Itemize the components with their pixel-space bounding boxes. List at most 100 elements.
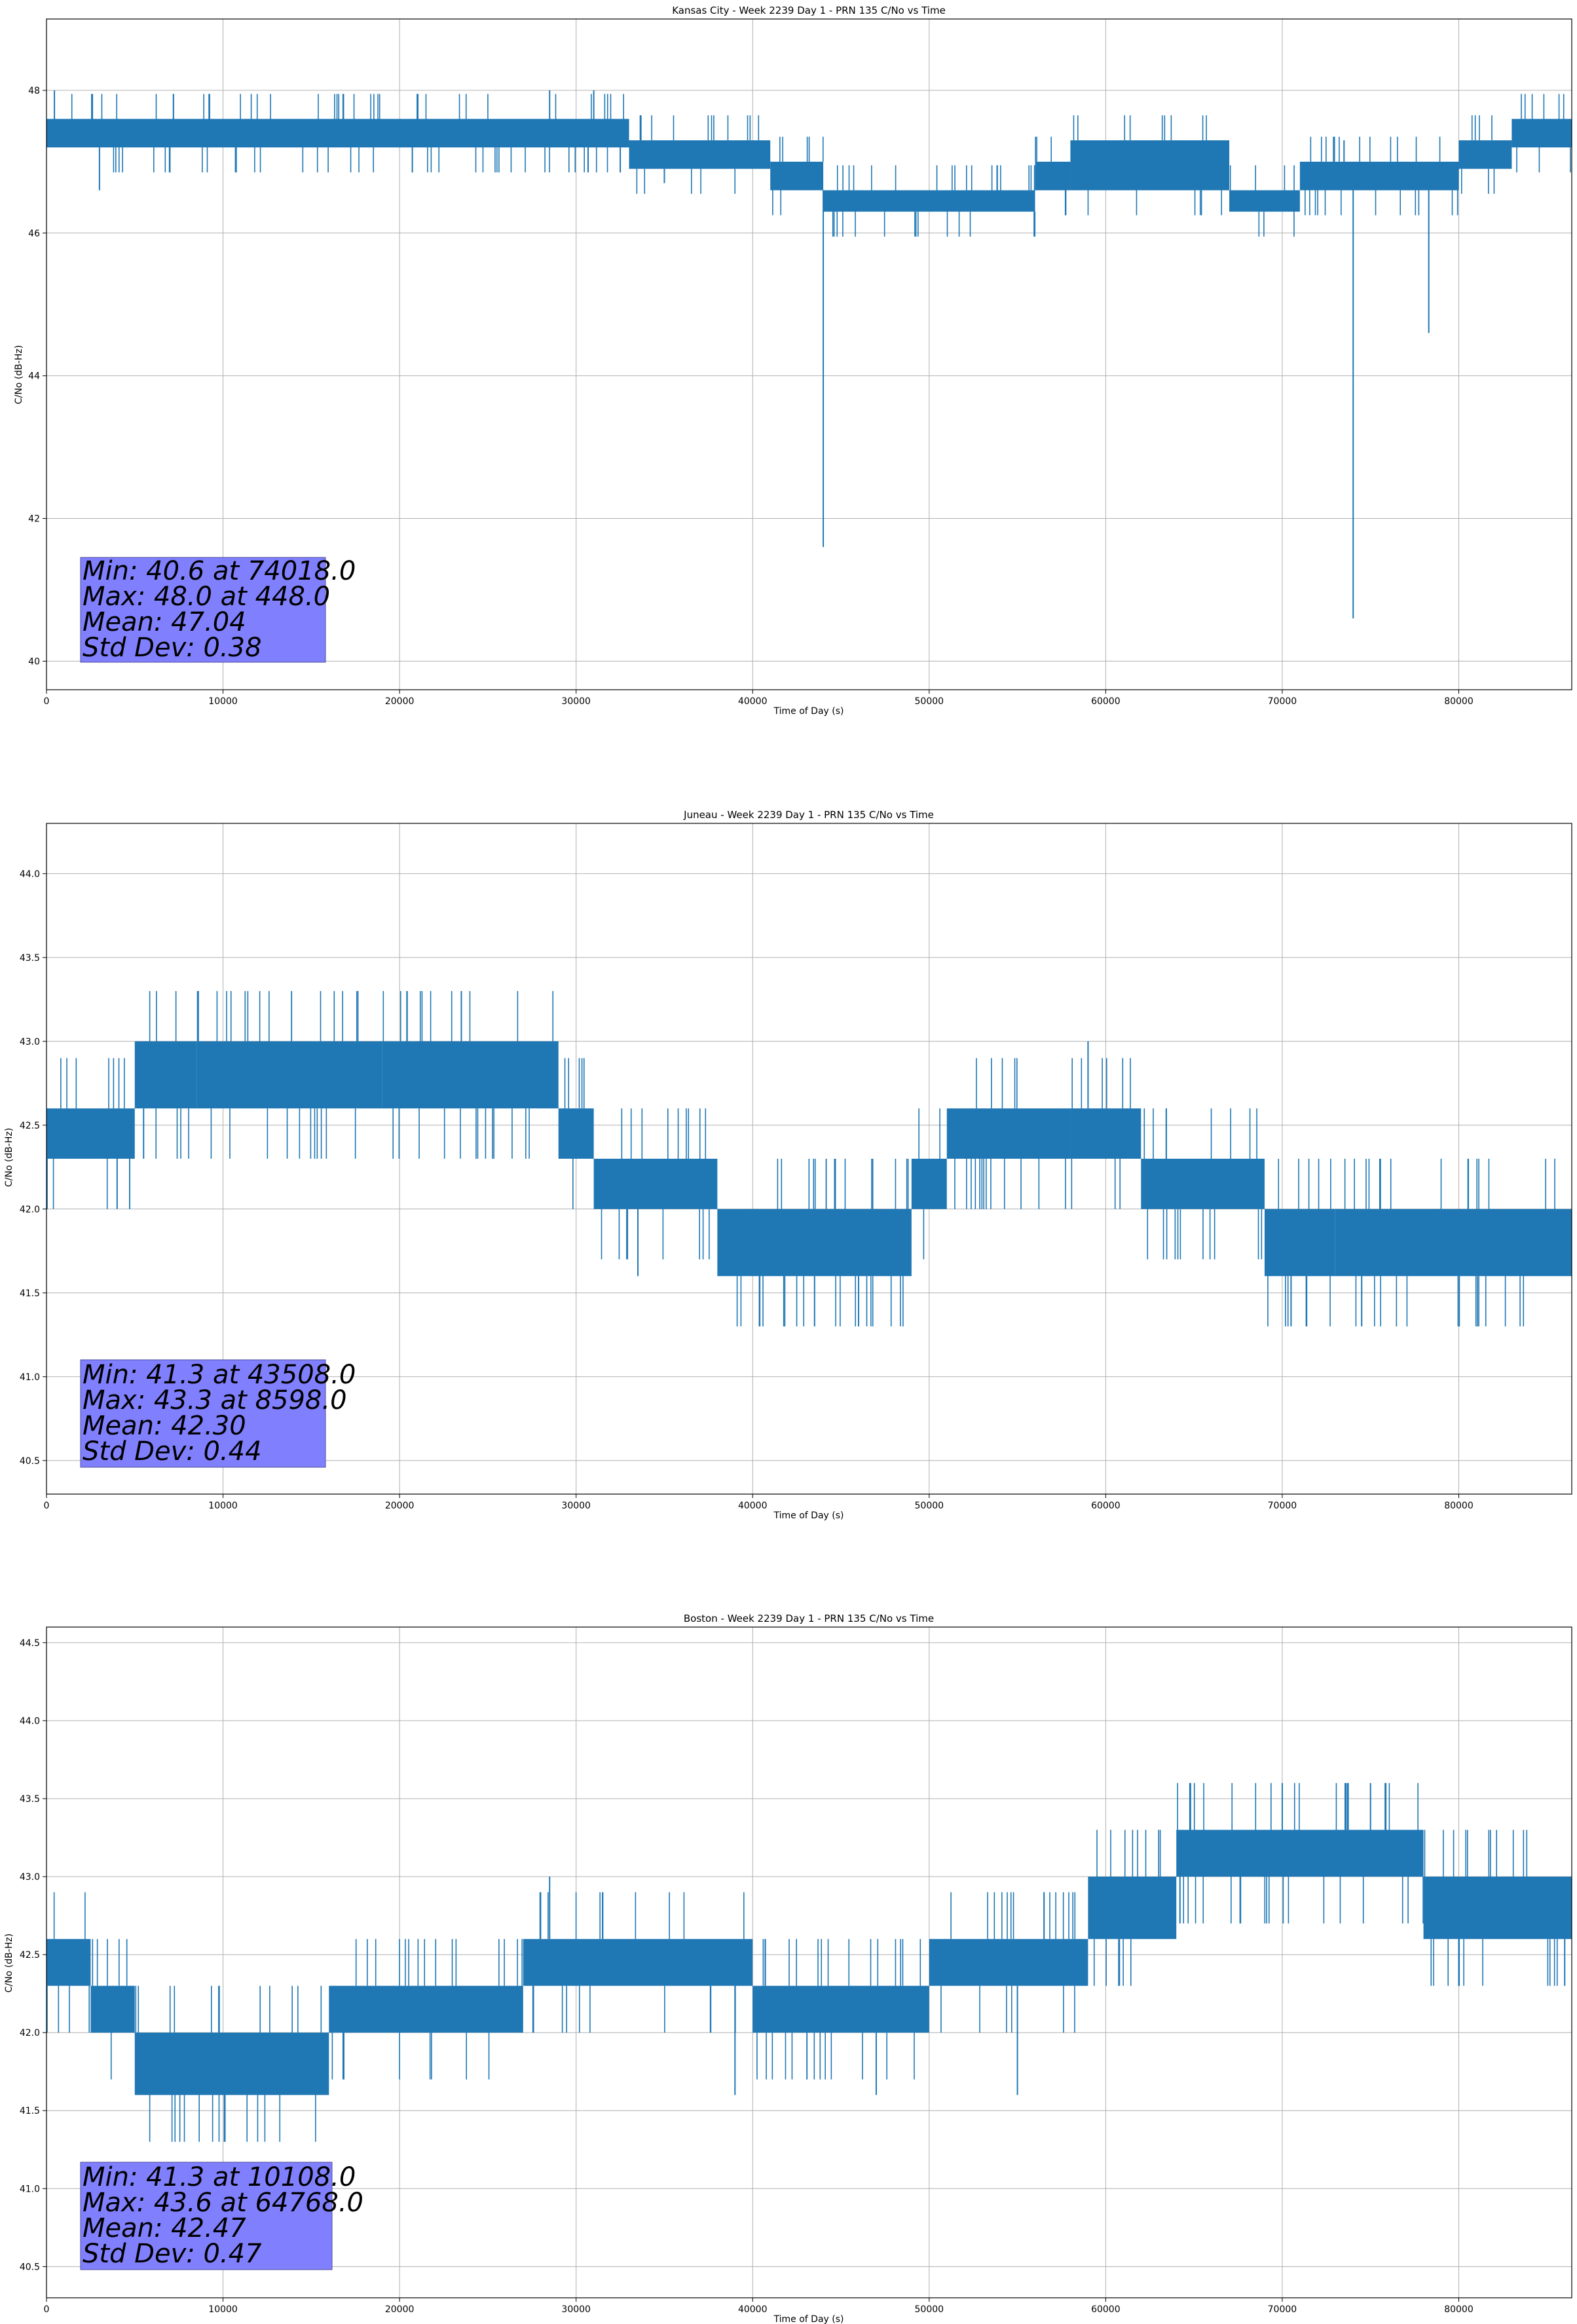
- x-tick-label: 10000: [208, 2304, 238, 2315]
- signal-band: [1229, 190, 1300, 212]
- y-tick-label: 41.0: [20, 2184, 40, 2194]
- signal-band: [752, 1985, 929, 2033]
- stats-max: Max: 43.6 at 64768.0: [83, 2188, 363, 2218]
- signal-band: [823, 190, 1035, 212]
- x-tick-label: 70000: [1268, 1501, 1297, 1511]
- plot-frame: [46, 823, 1572, 1495]
- data-series: [46, 1783, 1572, 2142]
- grid: [46, 1627, 1572, 2298]
- plot-frame: [46, 18, 1572, 690]
- x-tick-label: 80000: [1444, 1501, 1474, 1511]
- x-tick-label: 40000: [738, 2304, 768, 2315]
- stats-min: Min: 40.6 at 74018.0: [83, 556, 356, 586]
- chart-panel-juneau: Juneau - Week 2239 Day 1 - PRN 135 C/No …: [4, 809, 1572, 1521]
- y-tick-label: 42.0: [20, 2028, 40, 2038]
- x-tick-label: 60000: [1091, 1501, 1121, 1511]
- data-series: [46, 991, 1572, 1326]
- y-tick-label: 41.5: [20, 1288, 40, 1299]
- signal-band: [1299, 161, 1459, 191]
- signal-band: [1070, 140, 1230, 191]
- signal-band: [946, 1108, 1071, 1159]
- y-tick-label: 44.0: [20, 1716, 40, 1727]
- stats-max: Max: 43.3 at 8598.0: [83, 1385, 347, 1415]
- x-tick-label: 0: [44, 696, 50, 707]
- signal-band: [1035, 161, 1071, 191]
- x-tick-label: 80000: [1444, 696, 1474, 707]
- signal-band: [911, 1159, 947, 1209]
- signal-band: [1512, 119, 1572, 148]
- x-tick-label: 0: [44, 2304, 50, 2315]
- stats-box-background: [80, 557, 326, 663]
- x-tick-label: 60000: [1091, 2304, 1121, 2315]
- stats-max: Max: 48.0 at 448.0: [83, 582, 330, 612]
- stats-std-dev: Std Dev: 0.38: [83, 633, 262, 663]
- signal-band: [382, 1041, 559, 1109]
- signal-band: [1176, 1829, 1424, 1877]
- y-tick-label: 40.5: [20, 2262, 40, 2272]
- signal-band: [1141, 1159, 1265, 1209]
- x-axis-label: Time of Day (s): [773, 706, 844, 717]
- chart-title: Boston - Week 2239 Day 1 - PRN 135 C/No …: [684, 1613, 934, 1624]
- y-tick-label: 46: [28, 229, 40, 239]
- x-tick-label: 10000: [208, 1501, 238, 1511]
- x-tick-label: 0: [44, 1501, 50, 1511]
- y-tick-label: 43.0: [20, 1037, 40, 1047]
- x-tick-label: 20000: [385, 1501, 415, 1511]
- signal-band: [929, 1939, 1088, 1986]
- x-tick-label: 30000: [561, 1501, 591, 1511]
- stats-min: Min: 41.3 at 10108.0: [83, 2162, 356, 2192]
- x-axis-label: Time of Day (s): [773, 1510, 844, 1521]
- x-tick-label: 20000: [385, 696, 415, 707]
- y-axis-label: C/No (dB-Hz): [4, 1128, 14, 1187]
- x-tick-label: 50000: [915, 696, 944, 707]
- x-axis-label: Time of Day (s): [773, 2314, 844, 2324]
- signal-band: [46, 119, 629, 148]
- stats-box: Min: 41.3 at 10108.0 Max: 43.6 at 64768.…: [80, 2162, 363, 2270]
- signal-band: [629, 140, 771, 169]
- signal-band: [134, 2033, 329, 2095]
- chart-panel-boston: Boston - Week 2239 Day 1 - PRN 135 C/No …: [4, 1613, 1572, 2324]
- chart-title: Kansas City - Week 2239 Day 1 - PRN 135 …: [672, 5, 946, 16]
- signal-band: [1423, 1877, 1572, 1940]
- signal-band: [196, 1041, 382, 1109]
- y-axis-label: C/No (dB-Hz): [4, 1934, 14, 1993]
- y-tick-label: 40.5: [20, 1456, 40, 1467]
- signal-band: [46, 1939, 91, 1986]
- stats-std-dev: Std Dev: 0.47: [83, 2239, 262, 2269]
- plot-frame: [46, 1626, 1572, 2298]
- y-tick-label: 44.5: [20, 1638, 40, 1649]
- stats-mean: Mean: 42.47: [83, 2213, 246, 2243]
- signal-band: [1458, 140, 1512, 169]
- x-tick-label: 30000: [561, 2304, 591, 2315]
- y-tick-label: 42: [28, 514, 40, 525]
- signal-band: [1088, 1877, 1177, 1940]
- stats-box: Min: 40.6 at 74018.0 Max: 48.0 at 448.0 …: [80, 556, 356, 663]
- signal-band: [90, 1985, 135, 2033]
- y-tick-label: 43.0: [20, 1872, 40, 1883]
- data-series: [46, 90, 1572, 619]
- y-tick-label: 41.0: [20, 1372, 40, 1383]
- signal-band: [1264, 1209, 1335, 1277]
- signal-band: [134, 1041, 197, 1109]
- x-tick-label: 50000: [915, 2304, 944, 2315]
- stats-std-dev: Std Dev: 0.44: [83, 1436, 262, 1467]
- x-tick-label: 60000: [1091, 696, 1121, 707]
- stats-mean: Mean: 47.04: [83, 607, 246, 637]
- x-tick-label: 70000: [1268, 2304, 1297, 2315]
- chart-title: Juneau - Week 2239 Day 1 - PRN 135 C/No …: [683, 809, 934, 821]
- signal-band: [46, 1108, 135, 1159]
- y-tick-label: 42.0: [20, 1205, 40, 1215]
- stats-mean: Mean: 42.30: [83, 1411, 246, 1441]
- y-tick-label: 44.0: [20, 869, 40, 880]
- y-tick-label: 44: [28, 371, 40, 382]
- stats-box: Min: 41.3 at 43508.0 Max: 43.3 at 8598.0…: [80, 1359, 356, 1468]
- x-tick-label: 20000: [385, 2304, 415, 2315]
- x-tick-label: 80000: [1444, 2304, 1474, 2315]
- signal-band: [329, 1985, 523, 2033]
- chart-panel-kansas-city: Kansas City - Week 2239 Day 1 - PRN 135 …: [14, 5, 1572, 717]
- stats-box-background: [80, 1359, 326, 1468]
- signal-band: [770, 161, 824, 191]
- y-tick-label: 40: [28, 656, 40, 667]
- y-axis-label: C/No (dB-Hz): [14, 345, 24, 404]
